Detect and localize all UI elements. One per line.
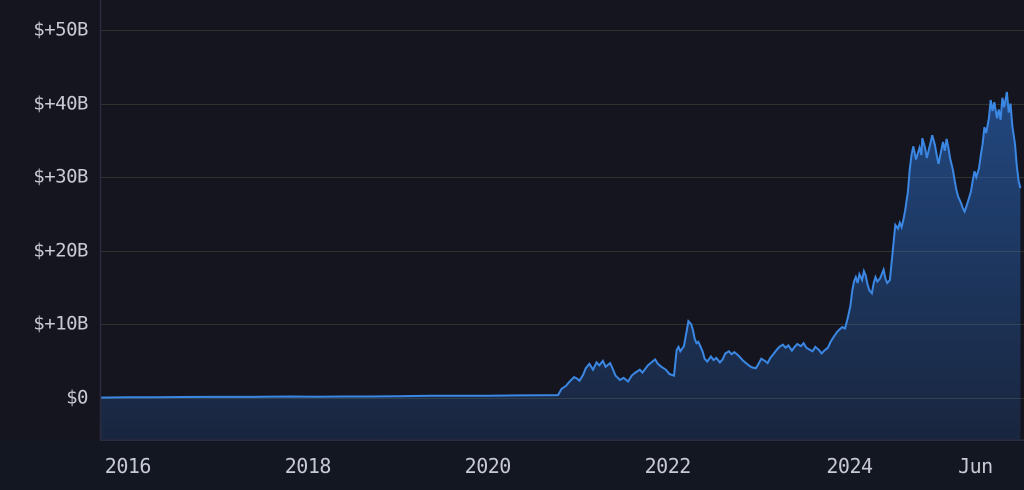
x-axis-label: Jun — [958, 454, 993, 478]
series-line — [99, 91, 1022, 399]
x-axis-band — [0, 441, 1024, 490]
plot-area[interactable] — [0, 0, 1024, 441]
y-axis-label: $0 — [66, 386, 88, 409]
x-axis-label: 2016 — [104, 454, 152, 478]
y-axis-label: $+10B — [33, 312, 88, 335]
x-axis-label: 2022 — [644, 454, 692, 478]
x-axis-label: 2020 — [464, 454, 512, 478]
x-axis-label: 2018 — [284, 454, 332, 478]
x-axis-label: 2024 — [826, 454, 873, 478]
y-axis-label: $+20B — [33, 239, 88, 262]
y-axis-label: $+30B — [33, 165, 88, 188]
series-area-fill — [100, 91, 1021, 441]
y-axis-label: $+40B — [33, 92, 88, 115]
y-axis-label: $+50B — [33, 18, 88, 41]
